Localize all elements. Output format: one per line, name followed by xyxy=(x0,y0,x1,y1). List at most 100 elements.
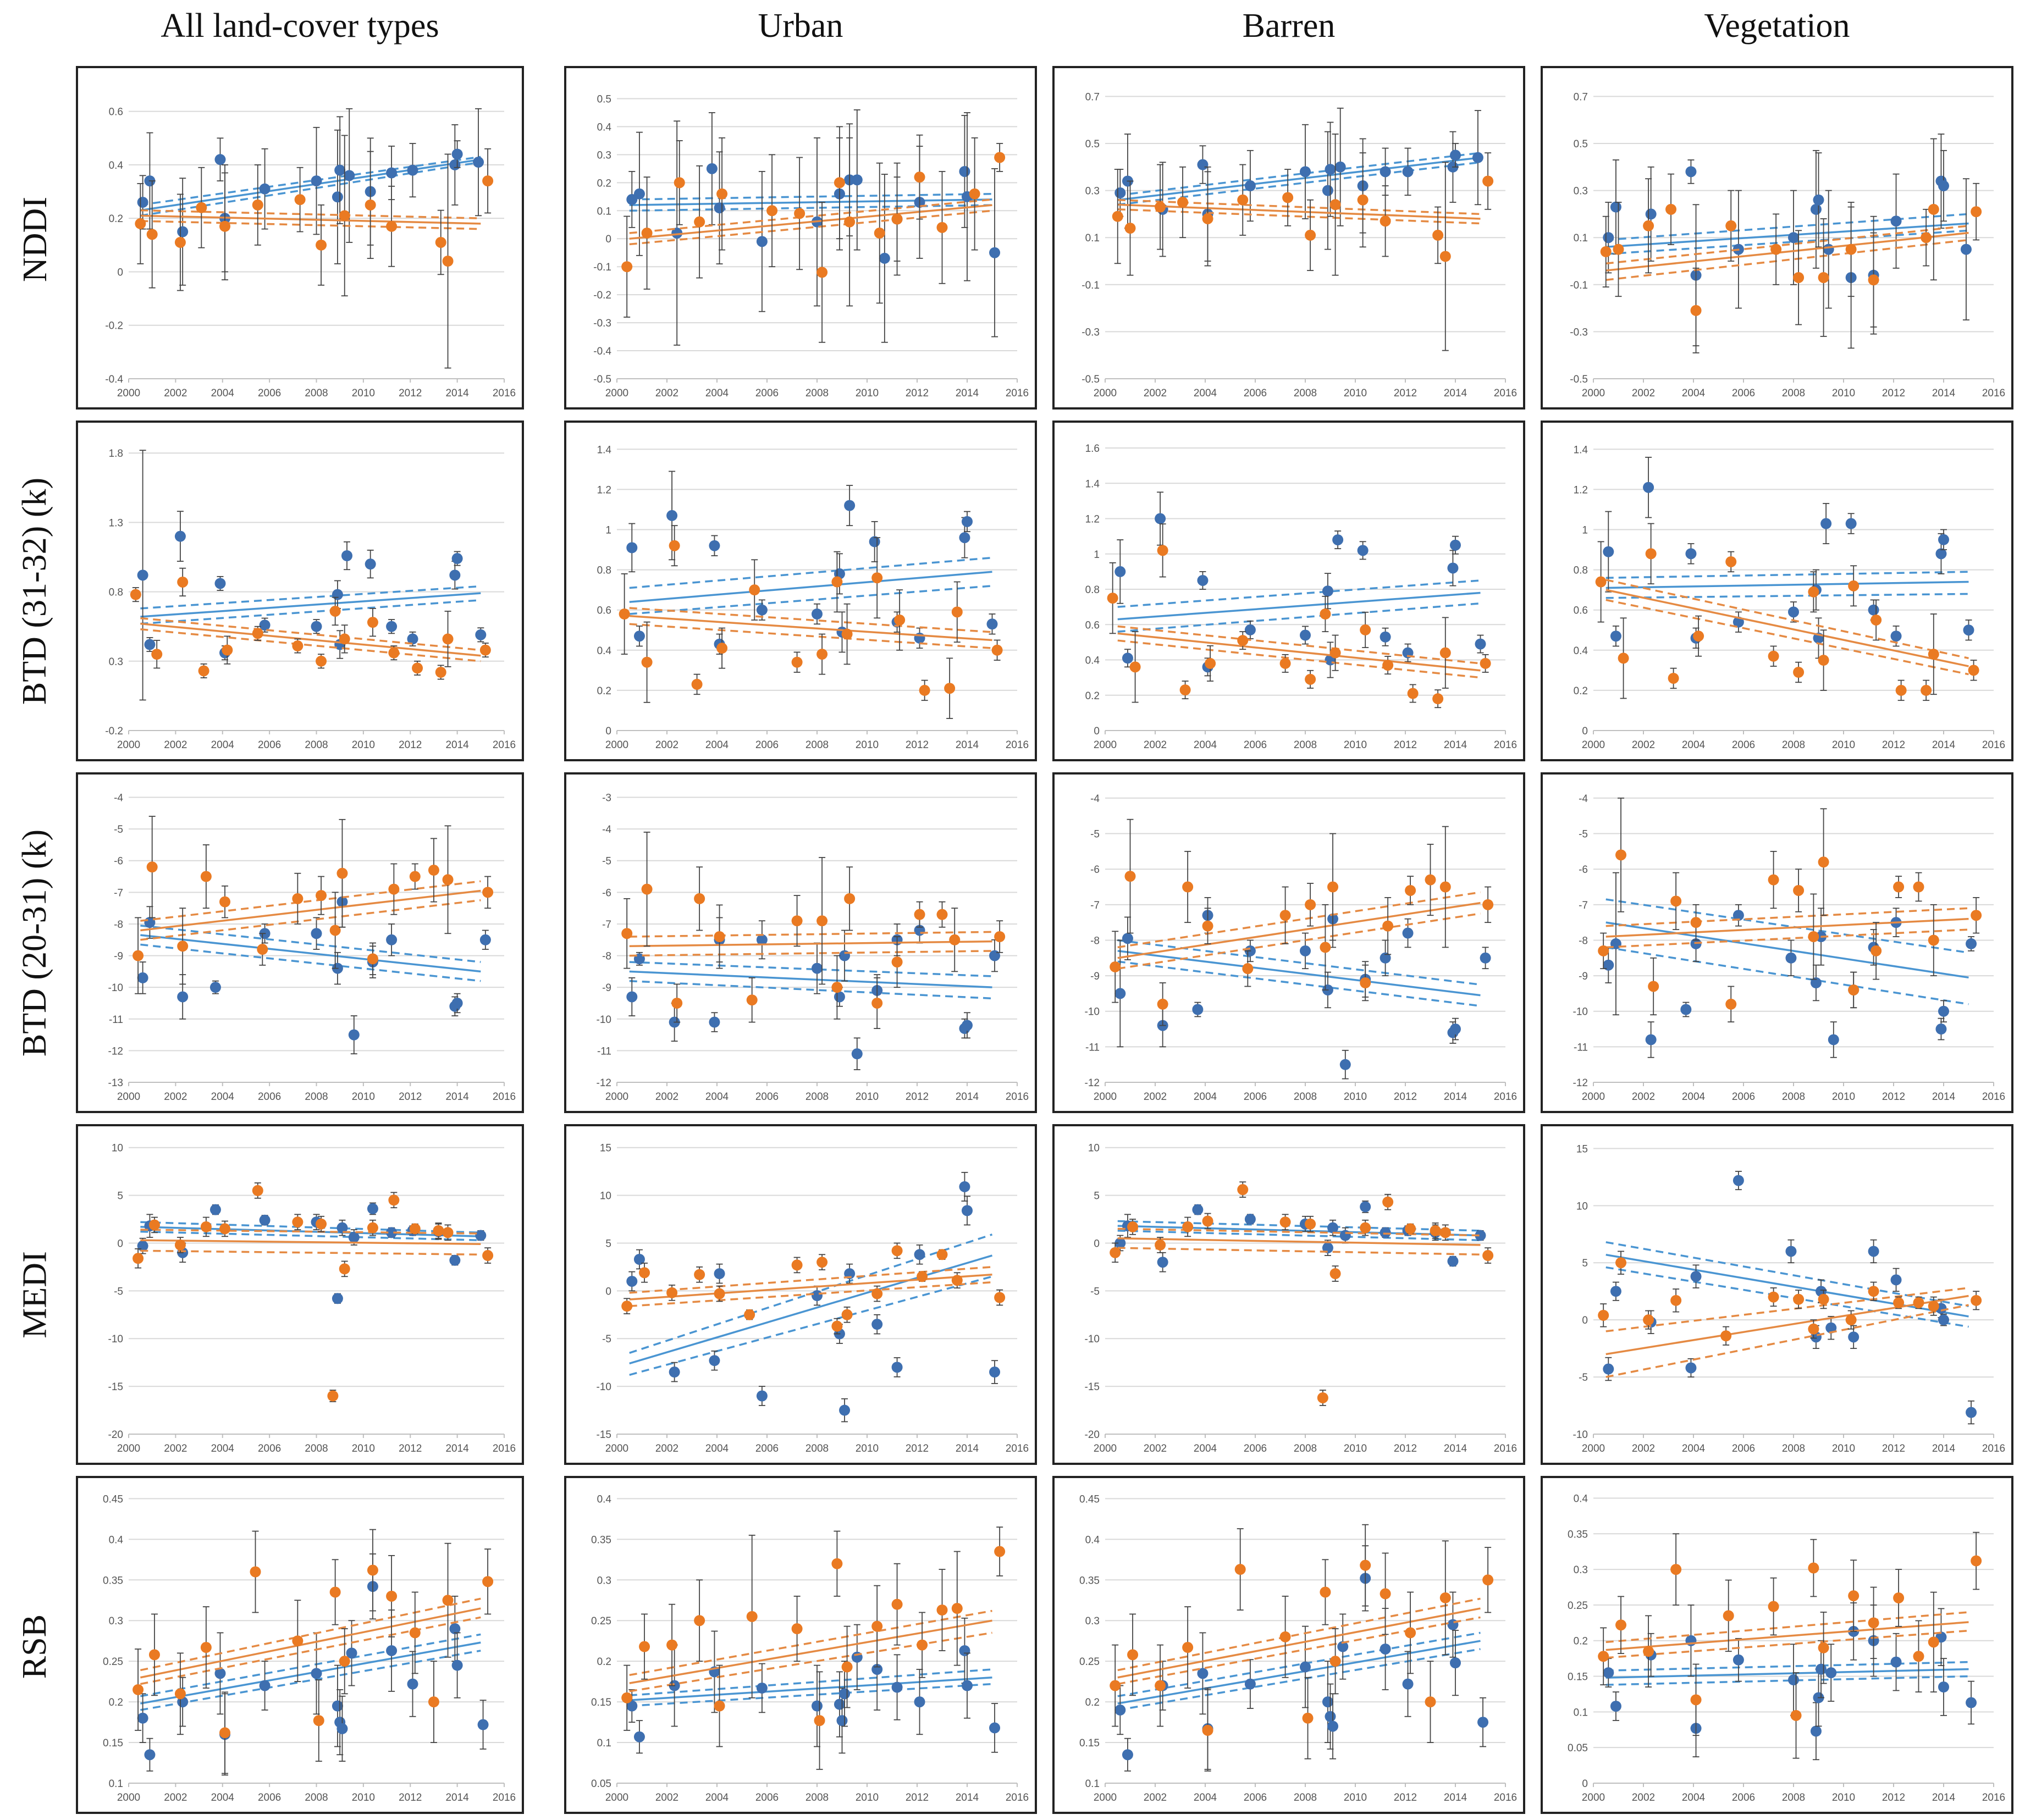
y-tick-label: -0.2 xyxy=(105,726,123,737)
x-tick-label: 2016 xyxy=(493,1091,516,1103)
orange-point xyxy=(1237,635,1249,646)
orange-point xyxy=(1425,874,1436,886)
orange-point xyxy=(1818,655,1829,666)
blue-point xyxy=(1402,1678,1414,1690)
y-tick-label: -0.5 xyxy=(1082,374,1100,385)
x-tick-label: 2006 xyxy=(258,1792,281,1804)
orange-ci-lower xyxy=(629,623,992,649)
y-tick-label: 0.1 xyxy=(597,206,611,217)
x-tick-label: 2014 xyxy=(956,1443,979,1454)
x-tick-label: 2008 xyxy=(1782,1091,1805,1103)
blue-point xyxy=(137,569,148,581)
orange-point xyxy=(691,678,703,690)
blue-point xyxy=(1645,208,1657,220)
orange-ci-upper xyxy=(1117,1597,1481,1672)
blue-point xyxy=(1938,534,1949,545)
orange-point xyxy=(252,628,263,639)
orange-trend-line xyxy=(629,204,992,240)
x-tick-label: 2004 xyxy=(1682,1443,1706,1454)
y-tick-label: -7 xyxy=(602,919,611,931)
orange-point xyxy=(177,941,189,952)
x-tick-label: 2008 xyxy=(805,1443,829,1454)
blue-point xyxy=(1197,574,1209,586)
orange-point xyxy=(1808,1323,1819,1335)
blue-point xyxy=(332,191,343,203)
y-tick-label: -9 xyxy=(114,951,123,962)
orange-point xyxy=(316,239,327,251)
orange-point xyxy=(329,1586,341,1598)
chart-svg: 0 0.05 0.1 0.15 0.2 0.25 0.3 0.35 0.4 2000 2002 200… xyxy=(1568,1493,2005,1804)
x-tick-label: 2002 xyxy=(1144,388,1167,399)
y-tick-label: 0.35 xyxy=(591,1534,611,1546)
y-tick-label: 0.4 xyxy=(597,1493,612,1505)
x-tick-label: 2012 xyxy=(399,1792,422,1804)
blue-ci-upper xyxy=(1117,579,1481,608)
x-tick-label: 2002 xyxy=(1144,1792,1167,1804)
y-tick-label: -0.4 xyxy=(593,346,611,357)
orange-point xyxy=(339,633,350,645)
orange-ci-lower xyxy=(140,899,481,941)
blue-point xyxy=(1828,1034,1839,1045)
blue-point xyxy=(1685,548,1697,560)
blue-point xyxy=(812,962,823,974)
x-tick-label: 2006 xyxy=(755,739,779,751)
orange-point xyxy=(1110,961,1121,972)
orange-point xyxy=(621,1301,633,1312)
x-tick-label: 2010 xyxy=(856,739,879,751)
chart-panel-nddi-urban: -0.5 -0.4 -0.3 -0.2 -0.1 0 0.1 0.2 0.3 0.4 0.5 2000… xyxy=(564,66,1037,410)
orange-point xyxy=(951,606,963,618)
orange-point xyxy=(1482,175,1494,187)
blue-point xyxy=(1332,534,1344,546)
x-tick-label: 2000 xyxy=(1582,1443,1605,1454)
orange-point xyxy=(1615,849,1627,861)
blue-point xyxy=(214,578,226,589)
orange-point xyxy=(871,572,883,584)
y-tick-label: 0.8 xyxy=(1574,565,1588,577)
y-tick-label: -6 xyxy=(1090,864,1100,876)
orange-ci-upper xyxy=(140,1597,481,1672)
orange-point xyxy=(791,1259,803,1271)
x-tick-label: 2004 xyxy=(211,739,235,751)
chart-panel-nddi-barren: -0.5 -0.3 -0.1 0.1 0.3 0.5 0.7 2000 2002 2004 2006… xyxy=(1052,66,1525,410)
orange-point xyxy=(428,1696,439,1708)
blue-point xyxy=(365,558,376,570)
y-tick-label: 0.2 xyxy=(1085,690,1100,702)
orange-ci-upper xyxy=(629,198,992,234)
x-tick-label: 2016 xyxy=(1494,1443,1517,1454)
orange-point xyxy=(917,1271,928,1282)
x-tick-label: 2004 xyxy=(1682,739,1706,751)
orange-point xyxy=(479,644,491,656)
y-tick-label: -11 xyxy=(1574,1042,1588,1053)
blue-point xyxy=(259,619,271,631)
blue-point xyxy=(1810,1725,1822,1737)
x-tick-label: 2008 xyxy=(1294,739,1317,751)
chart-svg: -12 -11 -10 -9 -8 -7 -6 -5 -4 -3 2000 2002 2004 2006 2… xyxy=(597,793,1029,1103)
blue-trend-line xyxy=(1605,1668,1969,1679)
blue-point xyxy=(1357,545,1369,556)
orange-point xyxy=(386,1590,398,1602)
orange-point xyxy=(1202,920,1213,932)
x-tick-label: 2010 xyxy=(856,1792,879,1804)
y-tick-label: 0.35 xyxy=(103,1575,123,1586)
orange-point xyxy=(316,1218,327,1230)
x-tick-label: 2016 xyxy=(493,1443,516,1454)
orange-point xyxy=(994,152,1006,163)
blue-point xyxy=(1450,1024,1461,1035)
orange-point xyxy=(1793,1293,1805,1305)
orange-point xyxy=(151,649,163,660)
orange-point xyxy=(409,1627,421,1639)
x-tick-label: 2000 xyxy=(117,388,140,399)
orange-point xyxy=(482,175,494,187)
blue-point xyxy=(891,1681,903,1693)
blue-point xyxy=(633,1731,645,1742)
orange-point xyxy=(1868,1617,1879,1629)
y-tick-label: 1.2 xyxy=(1574,484,1588,496)
y-tick-label: 0.3 xyxy=(597,1575,611,1586)
blue-point xyxy=(1402,927,1414,939)
x-tick-label: 2000 xyxy=(1094,1091,1117,1103)
orange-point xyxy=(1690,1694,1702,1706)
orange-point xyxy=(1693,630,1704,642)
x-tick-label: 2006 xyxy=(755,1792,779,1804)
x-tick-label: 2000 xyxy=(605,1792,628,1804)
orange-point xyxy=(339,1656,350,1667)
